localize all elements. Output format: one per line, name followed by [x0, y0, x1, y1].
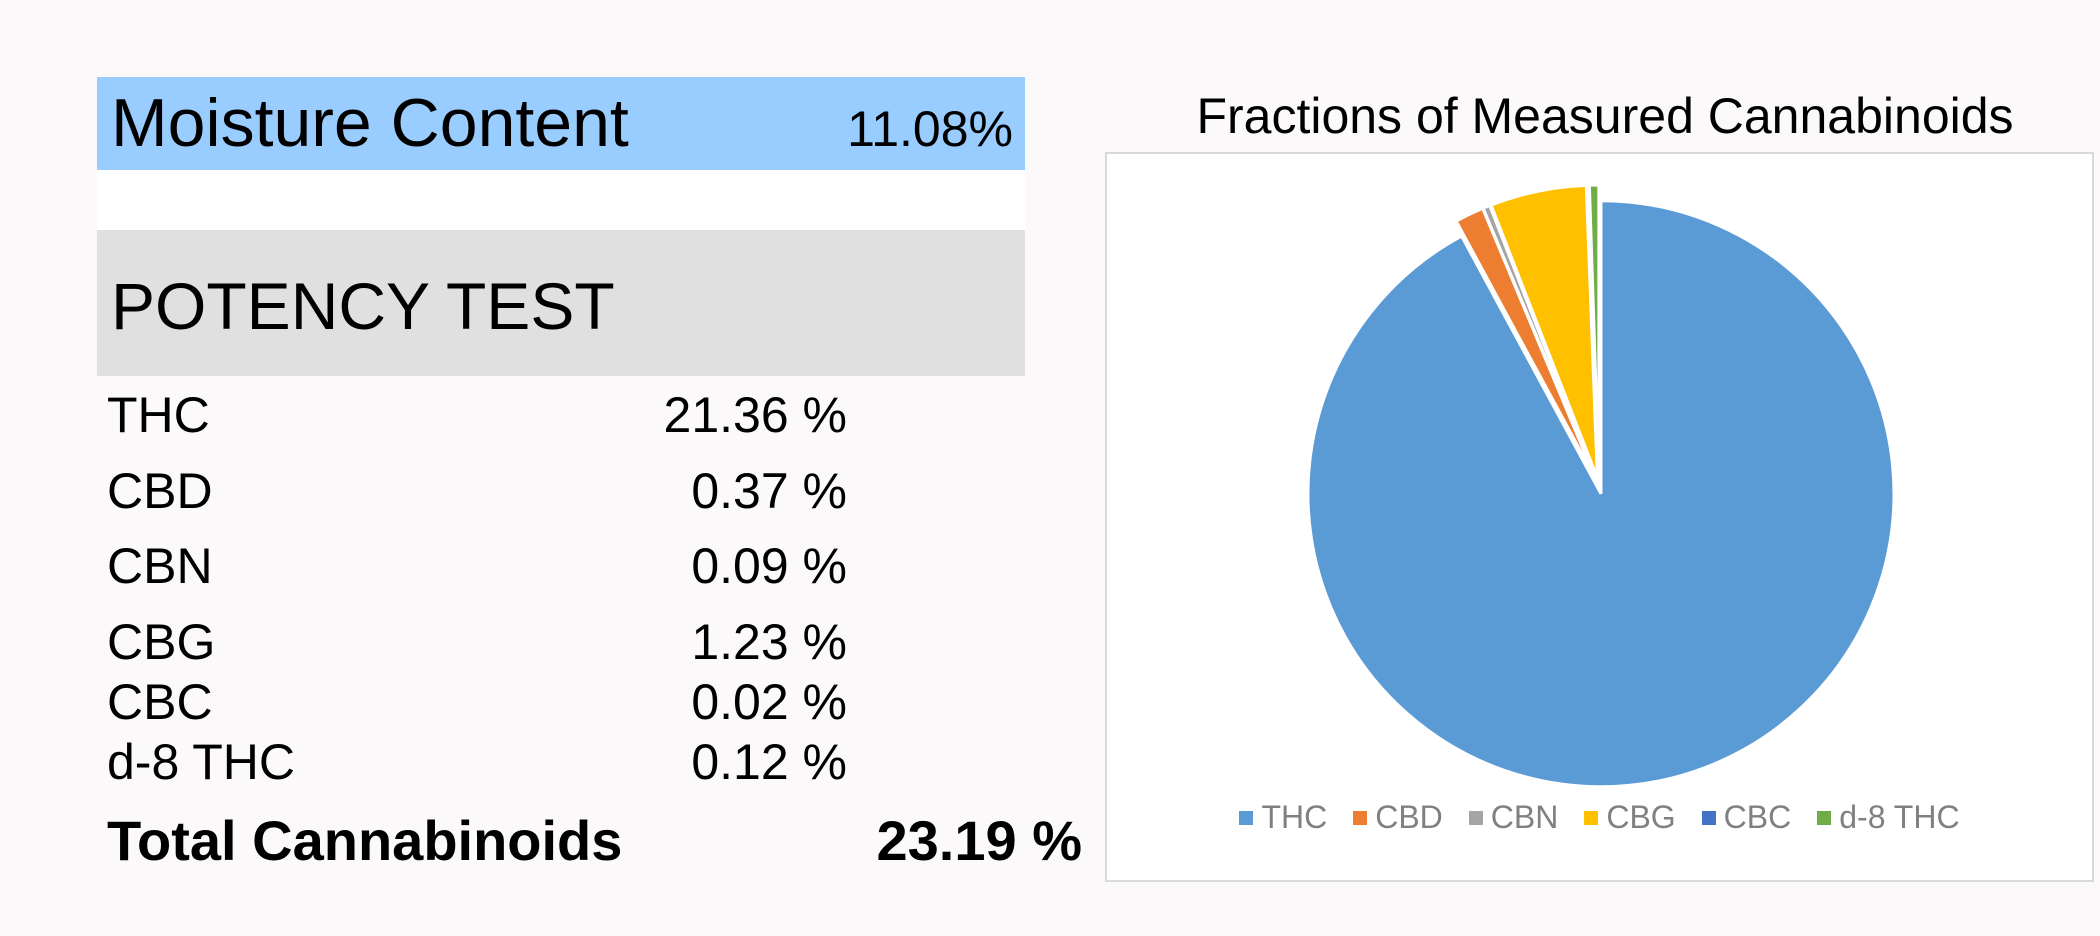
potency-row-value: 21.36 % [663, 387, 847, 443]
potency-row-cbg: CBG 1.23 % [107, 612, 847, 672]
total-cannabinoids-label: Total Cannabinoids [107, 809, 623, 872]
legend-item-cbd: CBD [1353, 799, 1443, 836]
section-spacer [97, 170, 1025, 230]
legend-swatch [1817, 810, 1832, 825]
legend-label: CBN [1490, 799, 1559, 835]
pie-slice-thc [1306, 199, 1896, 789]
legend-swatch [1353, 810, 1368, 825]
moisture-value: 11.08% [847, 101, 1013, 157]
legend-item-cbg: CBG [1584, 799, 1676, 836]
potency-row-thc: THC 21.36 % [107, 385, 847, 445]
total-cannabinoids-row: Total Cannabinoids 23.19 % [107, 806, 1082, 876]
legend-swatch [1468, 810, 1483, 825]
potency-row-value: 1.23 % [691, 614, 847, 670]
legend-label: CBC [1723, 799, 1792, 835]
potency-row-cbc: CBC 0.02 % [107, 672, 847, 732]
potency-row-name: CBN [107, 538, 213, 594]
potency-row-name: CBC [107, 674, 213, 730]
legend-label: THC [1261, 799, 1328, 835]
pie-slice-d-8-thc [1587, 183, 1601, 479]
potency-header: POTENCY TEST [97, 230, 1025, 376]
legend-swatch [1584, 810, 1599, 825]
moisture-header: Moisture Content 11.08% [97, 77, 1025, 170]
potency-row-value: 0.02 % [691, 674, 847, 730]
legend-swatch [1701, 810, 1716, 825]
potency-row-d8-thc: d-8 THC 0.12 % [107, 732, 847, 792]
legend-item-cbn: CBN [1468, 799, 1559, 836]
potency-row-value: 0.12 % [691, 734, 847, 790]
chart-legend: THC CBD CBN CBG CBC d-8 THC [1107, 799, 2092, 836]
moisture-label: Moisture Content [111, 85, 629, 161]
potency-row-cbd: CBD 0.37 % [107, 461, 847, 521]
potency-row-name: d-8 THC [107, 734, 296, 790]
potency-row-name: CBD [107, 463, 213, 519]
legend-item-cbc: CBC [1701, 799, 1792, 836]
potency-row-value: 0.37 % [691, 463, 847, 519]
potency-title: POTENCY TEST [111, 269, 615, 343]
pie-chart [1306, 183, 1896, 789]
potency-row-value: 0.09 % [691, 538, 847, 594]
legend-item-thc: THC [1239, 799, 1327, 836]
legend-label: CBD [1375, 799, 1443, 835]
legend-item-d-8-thc: d-8 THC [1817, 799, 1960, 836]
legend-label: CBG [1606, 799, 1676, 835]
legend-swatch [1239, 810, 1254, 825]
legend-label: d-8 THC [1839, 799, 1960, 835]
total-cannabinoids-value: 23.19 % [876, 809, 1083, 872]
chart-frame: THC CBD CBN CBG CBC d-8 THC [1105, 152, 2094, 882]
potency-row-name: CBG [107, 614, 216, 670]
potency-row-cbn: CBN 0.09 % [107, 536, 847, 596]
potency-row-name: THC [107, 387, 210, 443]
chart-title: Fractions of Measured Cannabinoids [1196, 88, 2014, 144]
